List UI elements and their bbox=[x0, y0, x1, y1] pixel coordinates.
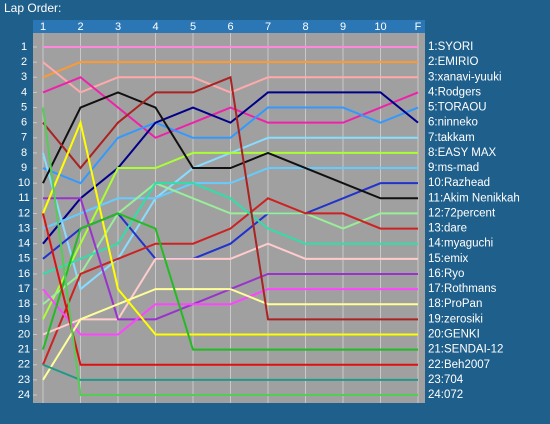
series-label: 22:Beh2007 bbox=[428, 359, 490, 371]
series-line bbox=[42, 182, 418, 275]
x-tick-label: 6 bbox=[227, 21, 233, 33]
y-tick-label: 16 bbox=[18, 268, 30, 280]
series-line bbox=[42, 363, 418, 381]
series-label: 11:Akim Nenikkah bbox=[428, 192, 520, 204]
series-line bbox=[42, 107, 418, 396]
series-label: 8:EASY MAX bbox=[428, 147, 497, 159]
y-tick-label: 6 bbox=[21, 117, 27, 129]
y-tick-label: 24 bbox=[18, 389, 30, 401]
y-tick-label: 15 bbox=[18, 253, 30, 265]
column-header bbox=[33, 20, 425, 33]
series-label: 6:ninneko bbox=[428, 117, 478, 129]
series-label: 23:704 bbox=[428, 374, 464, 386]
y-tick-label: 8 bbox=[21, 147, 27, 159]
y-tick-label: 21 bbox=[18, 344, 30, 356]
series-line bbox=[42, 106, 419, 185]
x-tick-label: 5 bbox=[190, 21, 196, 33]
y-tick-label: 3 bbox=[21, 71, 27, 83]
series-line bbox=[42, 213, 418, 366]
y-tick-label: 19 bbox=[18, 313, 30, 325]
x-tick-label: 7 bbox=[265, 21, 271, 33]
series-label: 10:Razhead bbox=[428, 177, 490, 189]
series-label: 4:Rodgers bbox=[428, 86, 481, 98]
series-label: 20:GENKI bbox=[428, 329, 480, 341]
series-label: 3:xanavi-yuuki bbox=[428, 71, 502, 83]
y-tick-label: 17 bbox=[18, 283, 30, 295]
y-tick-label: 20 bbox=[18, 328, 30, 340]
x-tick-label: F bbox=[415, 21, 422, 33]
y-tick-label: 14 bbox=[18, 238, 30, 250]
y-tick-label: 7 bbox=[21, 132, 27, 144]
y-tick-label: 23 bbox=[18, 374, 30, 386]
x-tick-label: 3 bbox=[115, 21, 121, 33]
y-tick-label: 10 bbox=[18, 177, 30, 189]
x-tick-label: 4 bbox=[152, 21, 158, 33]
series-label: 12:72percent bbox=[428, 207, 496, 219]
series-label: 2:EMIRIO bbox=[428, 56, 479, 68]
y-tick-label: 12 bbox=[18, 207, 30, 219]
series-label: 18:ProPan bbox=[428, 298, 482, 310]
x-tick-label: 10 bbox=[374, 21, 386, 33]
series-line bbox=[42, 61, 418, 94]
series-label: 13:dare bbox=[428, 223, 467, 235]
series-line bbox=[42, 119, 418, 336]
series-line bbox=[42, 91, 418, 200]
series-label: 16:Ryo bbox=[428, 268, 464, 280]
series-line bbox=[42, 197, 418, 366]
series-line bbox=[42, 91, 419, 245]
series-line bbox=[42, 61, 418, 79]
x-tick-label: 1 bbox=[40, 21, 46, 33]
y-tick-label: 18 bbox=[18, 298, 30, 310]
series-label: 9:ms-mad bbox=[428, 162, 479, 174]
y-tick-label: 1 bbox=[21, 41, 27, 53]
y-tick-label: 4 bbox=[21, 86, 27, 98]
series-label: 15:emix bbox=[428, 253, 469, 265]
series-label: 17:Rothmans bbox=[428, 283, 497, 295]
series-label: 19:zerosiki bbox=[428, 313, 483, 325]
y-tick-label: 5 bbox=[21, 101, 27, 113]
y-tick-label: 9 bbox=[21, 162, 27, 174]
y-tick-label: 22 bbox=[18, 359, 30, 371]
plot-area bbox=[33, 33, 425, 403]
x-tick-label: 8 bbox=[302, 21, 308, 33]
series-label: 5:TORAOU bbox=[428, 102, 487, 114]
y-tick-label: 11 bbox=[18, 192, 29, 204]
series-label: 7:takkam bbox=[428, 132, 475, 144]
series-line bbox=[42, 288, 418, 381]
series-line bbox=[42, 167, 418, 230]
series-line bbox=[42, 75, 418, 321]
chart-title: Lap Order: bbox=[4, 1, 61, 15]
series-line bbox=[42, 151, 418, 320]
series-line bbox=[42, 242, 418, 336]
series-label: 21:SENDAI-12 bbox=[428, 344, 503, 356]
series-label: 14:myaguchi bbox=[428, 238, 493, 250]
y-tick-label: 2 bbox=[21, 56, 27, 68]
series-line bbox=[42, 212, 418, 351]
x-tick-label: 2 bbox=[77, 21, 83, 33]
series-label: 24:072 bbox=[428, 389, 463, 401]
y-tick-label: 13 bbox=[18, 222, 30, 234]
series-line bbox=[42, 288, 418, 336]
x-tick-label: 9 bbox=[340, 21, 346, 33]
series-label: 1:SYORI bbox=[428, 41, 473, 53]
